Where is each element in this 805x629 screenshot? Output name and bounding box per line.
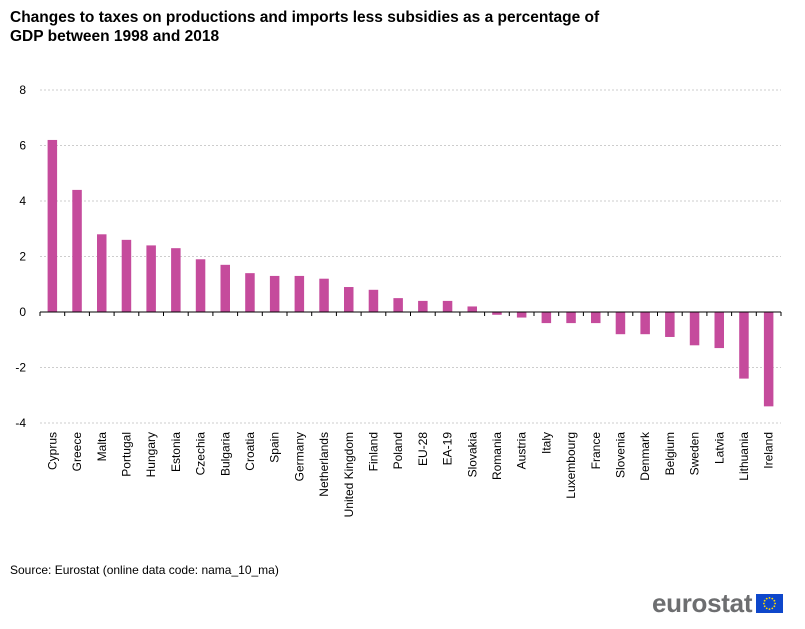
y-tick-label: 4 [19,194,26,208]
x-tick-label: Ireland [762,432,776,469]
y-tick-label: 2 [19,250,26,264]
bar[interactable] [220,264,231,312]
bar[interactable] [294,275,305,312]
y-tick-label: -4 [15,416,26,430]
bar[interactable] [689,312,700,346]
bar-chart: -4 -2 0 2 4 6 8 Cyprus Greece Malta Portugal Hunga… [15,83,782,517]
x-axis-labels: Cyprus Greece Malta Portugal Hungary Estonia C… [45,431,775,517]
x-tick-label: Czechia [194,432,208,476]
bar[interactable] [195,259,206,312]
eu-flag-icon [756,594,784,613]
flag-star [763,605,766,608]
x-tick-label: Italy [539,432,553,454]
flag-star [768,608,771,610]
x-tick-label: Bulgaria [218,432,232,476]
source-note: Source: Eurostat (online data code: nama… [10,563,279,577]
bar[interactable] [368,289,379,312]
bar[interactable] [245,273,255,312]
x-tick-label: EU-28 [416,432,430,466]
bar[interactable] [640,312,650,335]
chart-title-line-2: GDP between 1998 and 2018 [10,28,220,45]
x-tick-label: Finland [366,432,380,471]
flag-star [765,597,768,600]
bar[interactable] [269,275,280,312]
bar[interactable] [47,139,58,312]
bar[interactable] [319,278,329,312]
x-tick-label: Poland [391,432,405,469]
flag-star [763,602,765,605]
x-tick-label: Spain [268,432,282,463]
bars [47,139,774,407]
bar[interactable] [763,312,774,407]
bar[interactable] [344,287,354,312]
bar[interactable] [171,248,181,312]
bar[interactable] [121,239,132,312]
y-tick-label: 0 [19,305,26,319]
x-tick-label: Malta [95,432,109,462]
x-tick-label: Lithuania [737,432,751,481]
zero-axis [39,311,782,316]
gridlines [40,89,781,424]
bar[interactable] [72,189,82,312]
flag-star [771,597,774,600]
x-tick-label: Croatia [243,432,257,471]
flag-star [771,607,774,610]
bar[interactable] [615,312,626,335]
flag-star [774,602,777,605]
x-tick-label: Portugal [119,432,133,477]
flag-star [763,599,766,602]
bar[interactable] [714,312,725,349]
x-tick-label: Germany [292,432,306,481]
flag-star [773,599,776,602]
x-tick-label: Slovakia [465,432,479,478]
x-tick-label: United Kingdom [342,432,356,517]
logo-text: eurostat [652,588,753,618]
x-tick-label: Cyprus [45,432,59,470]
bar[interactable] [665,312,675,337]
bar[interactable] [492,312,502,315]
bar[interactable] [541,312,552,324]
bar[interactable] [393,298,403,312]
flag-star [765,607,768,610]
x-tick-label: EA-19 [441,432,455,466]
x-tick-label: Denmark [638,431,652,481]
x-tick-label: Sweden [688,432,702,475]
chart-title-line-1: Changes to taxes on productions and impo… [10,9,600,26]
y-tick-label: 6 [19,139,26,153]
y-tick-label: -2 [15,361,26,375]
eurostat-logo[interactable]: eurostat [652,588,784,619]
x-tick-label: Hungary [144,432,158,477]
chart-title: Changes to taxes on productions and impo… [10,8,710,46]
bar[interactable] [739,312,749,379]
x-tick-label: Luxembourg [564,432,578,499]
x-tick-label: Greece [70,432,84,472]
bar[interactable] [516,312,527,318]
x-tick-label: France [589,432,603,470]
bar[interactable] [442,300,453,312]
x-tick-label: Latvia [712,432,726,464]
x-tick-label: Estonia [169,432,183,472]
bar[interactable] [467,306,478,312]
bar[interactable] [591,312,601,324]
bar[interactable] [566,312,576,324]
x-tick-label: Romania [490,432,504,480]
bar[interactable] [146,245,156,312]
x-tick-label: Netherlands [317,432,331,497]
flag-star [768,597,771,599]
y-tick-label: 8 [19,83,26,97]
flag-star [773,605,776,608]
y-axis-ticks: -4 -2 0 2 4 6 8 [15,83,26,430]
x-tick-label: Belgium [663,432,677,475]
x-tick-label: Austria [515,432,529,470]
x-tick-label: Slovenia [613,432,627,478]
bar[interactable] [97,234,107,312]
bar[interactable] [418,300,428,312]
